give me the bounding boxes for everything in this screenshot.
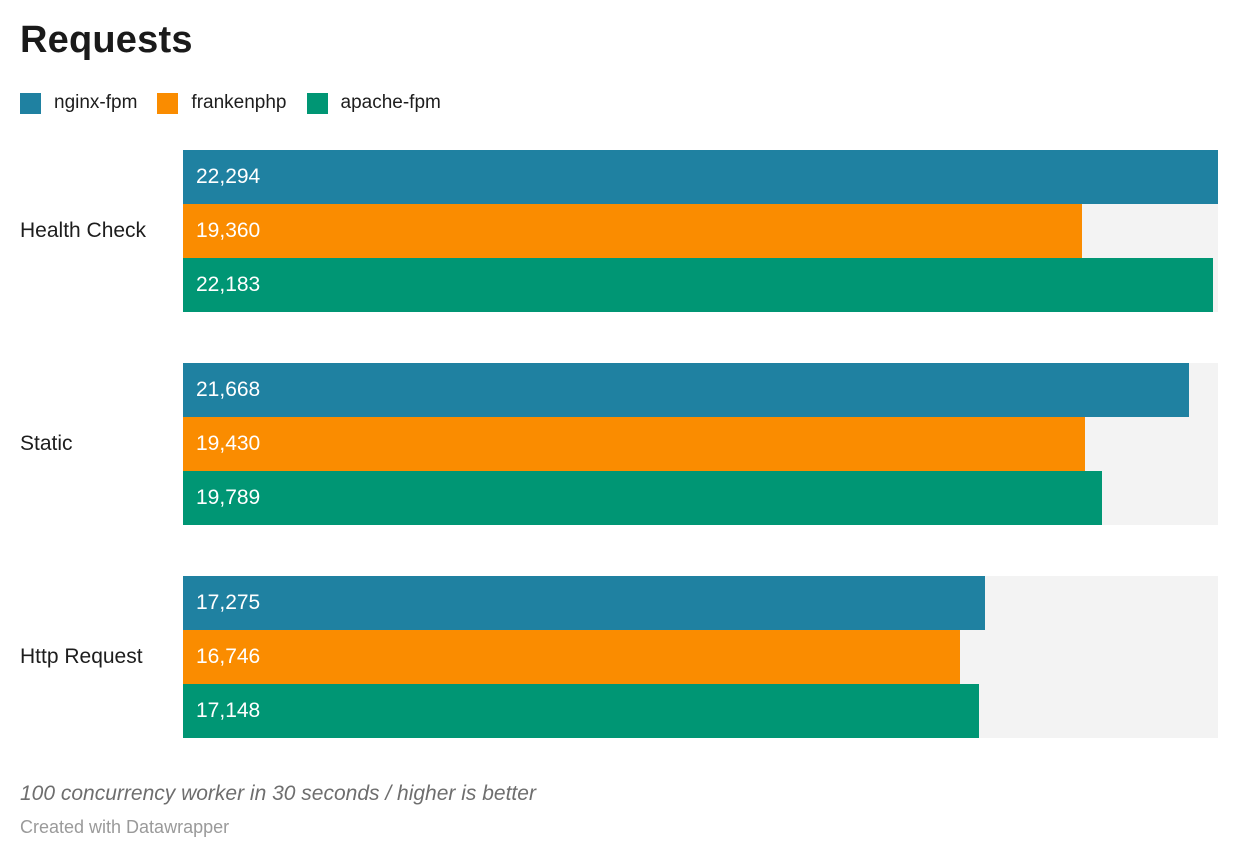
legend-item-apache-fpm: apache-fpm bbox=[306, 92, 441, 114]
category-label: Static bbox=[20, 432, 73, 455]
bar-track: 19,430 bbox=[183, 417, 1218, 471]
legend-swatch-frankenphp bbox=[157, 92, 179, 114]
value-label: 19,360 bbox=[196, 219, 261, 242]
legend-item-frankenphp: frankenphp bbox=[157, 92, 287, 114]
bar-nginx-fpm: 17,275 bbox=[183, 576, 985, 630]
bar-stack: 21,668 19,430 19,789 bbox=[183, 363, 1218, 525]
legend-swatch-apache-fpm bbox=[306, 92, 328, 114]
legend: nginx-fpm frankenphp apache-fpm bbox=[20, 92, 1218, 114]
value-label: 17,275 bbox=[196, 591, 261, 614]
bar-stack: 17,275 16,746 17,148 bbox=[183, 576, 1218, 738]
bar-nginx-fpm: 22,294 bbox=[183, 150, 1218, 204]
bar-apache-fpm: 17,148 bbox=[183, 684, 980, 738]
category-label: Health Check bbox=[20, 219, 147, 242]
bar-track: 22,294 bbox=[183, 150, 1218, 204]
chart-title: Requests bbox=[20, 19, 193, 61]
bar-track: 17,148 bbox=[183, 684, 1218, 738]
bar-track: 17,275 bbox=[183, 576, 1218, 630]
bar-group-http-request: Http Request 17,275 16,746 17,148 bbox=[20, 576, 1218, 738]
bar-track: 19,360 bbox=[183, 204, 1218, 258]
bar-apache-fpm: 19,789 bbox=[183, 471, 1102, 525]
bar-stack: 22,294 19,360 22,183 bbox=[183, 150, 1218, 312]
value-label: 17,148 bbox=[196, 699, 261, 722]
bar-group-static: Static 21,668 19,430 19,789 bbox=[20, 363, 1218, 525]
chart-footer: 100 concurrency worker in 30 seconds / h… bbox=[20, 780, 1218, 838]
legend-item-nginx-fpm: nginx-fpm bbox=[20, 92, 137, 114]
bar-track: 21,668 bbox=[183, 363, 1218, 417]
bar-track: 22,183 bbox=[183, 258, 1218, 312]
value-label: 22,183 bbox=[196, 273, 261, 296]
value-label: 19,430 bbox=[196, 432, 261, 455]
bar-frankenphp: 16,746 bbox=[183, 630, 961, 684]
bar-apache-fpm: 22,183 bbox=[183, 258, 1213, 312]
bar-frankenphp: 19,430 bbox=[183, 417, 1086, 471]
value-label: 21,668 bbox=[196, 378, 261, 401]
bar-group-health-check: Health Check 22,294 19,360 22,183 bbox=[20, 150, 1218, 312]
bar-track: 19,789 bbox=[183, 471, 1218, 525]
legend-label: frankenphp bbox=[191, 92, 287, 113]
bar-chart: Health Check 22,294 19,360 22,183 bbox=[20, 150, 1218, 738]
footnote: 100 concurrency worker in 30 seconds / h… bbox=[20, 782, 536, 805]
bar-track: 16,746 bbox=[183, 630, 1218, 684]
datawrapper-credit: Created with Datawrapper bbox=[20, 817, 230, 837]
category-label: Http Request bbox=[20, 645, 143, 668]
value-label: 16,746 bbox=[196, 645, 261, 668]
value-label: 22,294 bbox=[196, 165, 261, 188]
value-label: 19,789 bbox=[196, 486, 261, 509]
bar-frankenphp: 19,360 bbox=[183, 204, 1082, 258]
legend-label: apache-fpm bbox=[340, 92, 441, 113]
bar-nginx-fpm: 21,668 bbox=[183, 363, 1189, 417]
legend-label: nginx-fpm bbox=[54, 92, 138, 113]
legend-swatch-nginx-fpm bbox=[20, 92, 41, 114]
